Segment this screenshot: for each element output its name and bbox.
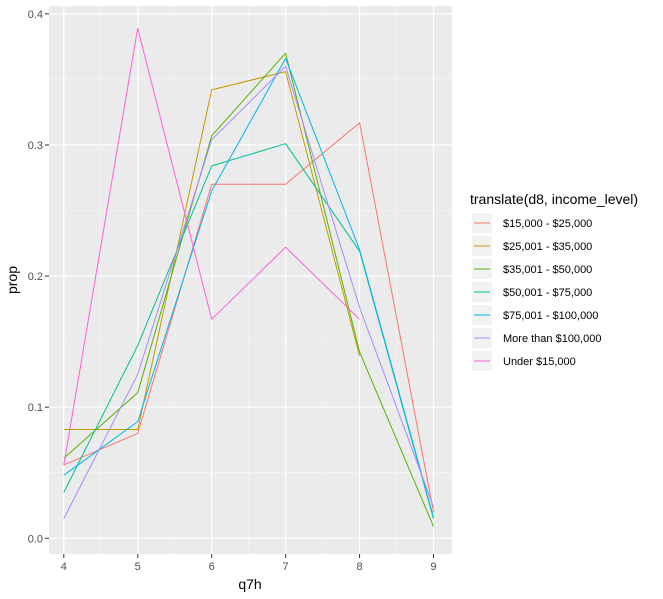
x-tick-label: 4: [61, 561, 67, 573]
legend-label: More than $100,000: [503, 333, 601, 345]
legend-items: $15,000 - $25,000 $25,001 - $35,000 $35,00…: [472, 213, 601, 371]
series-line: [63, 71, 361, 430]
legend-title: translate(d8, income_level): [470, 191, 638, 207]
legend-label: Under $15,000: [503, 356, 576, 368]
legend-label: $50,001 - $75,000: [503, 287, 592, 299]
minor-gridlines: [49, 6, 452, 554]
x-tick-label: 9: [430, 561, 436, 573]
y-tick-label: 0.2: [28, 271, 43, 283]
legend-label: $75,001 - $100,000: [503, 310, 598, 322]
x-tick-label: 7: [283, 561, 289, 573]
y-axis-ticks: 0.0 0.1 0.2 0.3 0.4: [28, 9, 49, 545]
y-tick-label: 0.3: [28, 140, 43, 152]
y-tick-label: 0.4: [28, 9, 43, 21]
legend-label: $15,000 - $25,000: [503, 218, 592, 230]
y-axis-title: prop: [4, 266, 20, 294]
x-tick-label: 6: [209, 561, 215, 573]
x-tick-label: 5: [135, 561, 141, 573]
series-lines: [63, 27, 434, 527]
y-tick-label: 0.0: [28, 533, 43, 545]
legend: translate(d8, income_level) $15,000 - $2…: [470, 191, 638, 371]
series-line: [63, 122, 434, 513]
x-axis-title: q7h: [238, 576, 261, 592]
legend-label: $35,001 - $50,000: [503, 264, 592, 276]
legend-label: $25,001 - $35,000: [503, 241, 592, 253]
plot-panel: [49, 6, 452, 554]
major-gridlines: [49, 6, 452, 554]
series-line: [63, 27, 360, 465]
x-axis-ticks: 4 5 6 7 8 9: [61, 554, 437, 573]
x-tick-label: 8: [357, 561, 363, 573]
y-tick-label: 0.1: [28, 402, 43, 414]
series-line: [63, 57, 434, 518]
series-line: [63, 65, 434, 519]
series-line: [63, 52, 434, 527]
